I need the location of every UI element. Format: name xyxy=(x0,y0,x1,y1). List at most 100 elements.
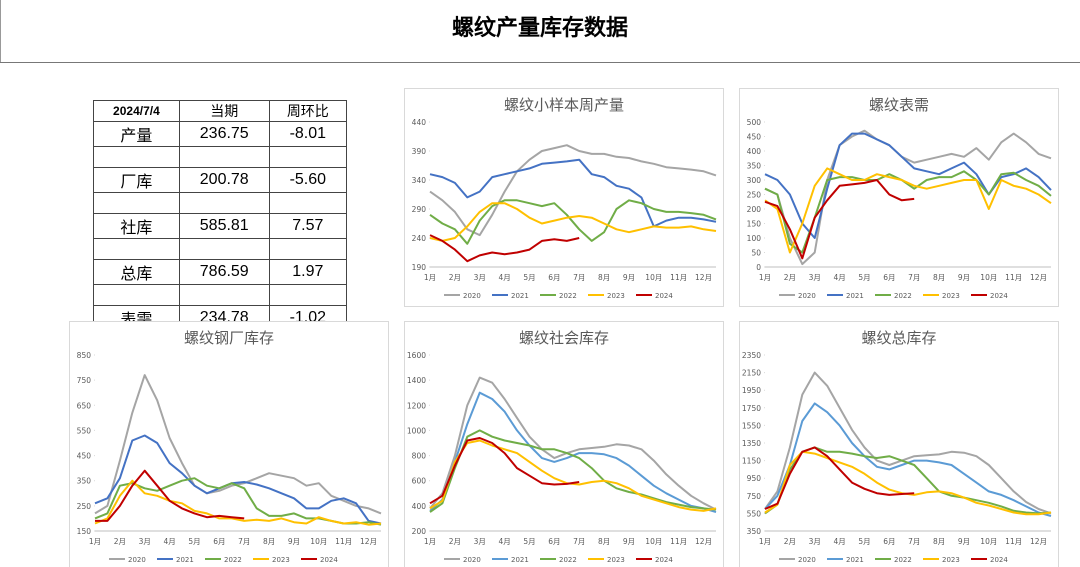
y-tick-label: 2150 xyxy=(742,369,761,378)
y-tick-label: 950 xyxy=(747,474,762,483)
y-tick-label: 0 xyxy=(756,263,761,272)
x-tick-label: 12月 xyxy=(1030,273,1047,282)
y-tick-label: 150 xyxy=(77,527,92,536)
x-tick-label: 8月 xyxy=(598,273,610,282)
cell: 7.57 xyxy=(268,213,348,239)
x-tick-label: 8月 xyxy=(598,537,610,546)
legend-label: 2022 xyxy=(559,292,577,300)
y-tick-label: 200 xyxy=(412,527,427,536)
x-tick-label: 6月 xyxy=(883,273,895,282)
x-tick-label: 4月 xyxy=(163,537,175,546)
cell: 总库 xyxy=(93,259,180,285)
y-tick-label: 250 xyxy=(747,191,762,200)
x-tick-label: 3月 xyxy=(474,273,486,282)
x-tick-label: 4月 xyxy=(498,273,510,282)
y-tick-label: 800 xyxy=(412,452,427,461)
legend-label: 2023 xyxy=(607,556,625,564)
y-tick-label: 350 xyxy=(747,527,762,536)
y-tick-label: 850 xyxy=(77,351,92,360)
x-tick-label: 7月 xyxy=(908,537,920,546)
chart-frame xyxy=(404,88,724,307)
legend-label: 2023 xyxy=(942,292,960,300)
x-tick-label: 1月 xyxy=(424,273,436,282)
series-line xyxy=(429,437,580,505)
border xyxy=(0,0,1,62)
legend-label: 2022 xyxy=(894,556,912,564)
chart-frame xyxy=(69,321,389,567)
x-tick-label: 11月 xyxy=(1005,537,1022,546)
series-line xyxy=(429,199,717,245)
y-tick-label: 500 xyxy=(747,118,762,127)
x-tick-label: 1月 xyxy=(89,537,101,546)
y-tick-label: 750 xyxy=(747,492,762,501)
legend-label: 2021 xyxy=(511,292,529,300)
legend-label: 2022 xyxy=(224,556,242,564)
y-tick-label: 600 xyxy=(412,477,427,486)
x-tick-label: 10月 xyxy=(980,537,997,546)
y-tick-label: 1750 xyxy=(742,404,761,413)
x-tick-label: 3月 xyxy=(809,537,821,546)
x-tick-label: 5月 xyxy=(523,537,535,546)
x-tick-label: 11月 xyxy=(670,273,687,282)
x-tick-label: 2月 xyxy=(114,537,126,546)
x-tick-label: 6月 xyxy=(883,537,895,546)
x-tick-label: 7月 xyxy=(573,273,585,282)
chart-title: 螺纹钢厂库存 xyxy=(184,329,274,347)
series-line xyxy=(95,469,245,522)
chart-title: 螺纹表需 xyxy=(869,96,929,114)
series-line xyxy=(94,479,382,526)
y-tick-label: 200 xyxy=(747,205,762,214)
series-line xyxy=(429,234,580,263)
x-tick-label: 3月 xyxy=(809,273,821,282)
x-tick-label: 6月 xyxy=(548,537,560,546)
y-tick-label: 550 xyxy=(77,426,92,435)
y-tick-label: 1950 xyxy=(742,386,761,395)
y-tick-label: 1600 xyxy=(407,351,426,360)
x-tick-label: 3月 xyxy=(139,537,151,546)
x-tick-label: 2月 xyxy=(449,273,461,282)
legend-label: 2024 xyxy=(990,292,1008,300)
x-tick-label: 7月 xyxy=(238,537,250,546)
x-tick-label: 8月 xyxy=(933,273,945,282)
y-tick-label: 390 xyxy=(412,147,427,156)
legend-label: 2021 xyxy=(846,556,864,564)
x-tick-label: 12月 xyxy=(1030,537,1047,546)
legend-label: 2020 xyxy=(798,556,816,564)
chart-frame xyxy=(404,321,724,567)
x-tick-label: 4月 xyxy=(833,273,845,282)
chart-title: 螺纹总库存 xyxy=(861,329,936,347)
series-line xyxy=(429,144,717,237)
x-tick-label: 9月 xyxy=(623,537,635,546)
series-line xyxy=(94,434,382,525)
table-row: 社库 585.81 7.57 xyxy=(93,213,348,239)
x-tick-label: 9月 xyxy=(958,273,970,282)
y-tick-label: 450 xyxy=(77,452,92,461)
y-tick-label: 650 xyxy=(77,401,92,410)
legend-label: 2020 xyxy=(463,556,481,564)
y-tick-label: 100 xyxy=(747,234,762,243)
y-tick-label: 440 xyxy=(412,118,427,127)
x-tick-label: 4月 xyxy=(833,537,845,546)
cell: 200.78 xyxy=(178,167,270,193)
chart-title: 螺纹社会库存 xyxy=(519,329,609,347)
legend-label: 2021 xyxy=(846,292,864,300)
legend-label: 2024 xyxy=(655,292,673,300)
series-line xyxy=(764,167,1052,254)
y-tick-label: 50 xyxy=(751,249,761,258)
cell: -5.60 xyxy=(268,167,348,193)
y-tick-label: 240 xyxy=(412,234,427,243)
y-tick-label: 450 xyxy=(747,133,762,142)
x-tick-label: 12月 xyxy=(695,273,712,282)
y-tick-label: 190 xyxy=(412,263,427,272)
chart-frame xyxy=(739,88,1059,307)
series-line xyxy=(764,179,915,260)
y-tick-label: 1550 xyxy=(742,421,761,430)
y-tick-label: 1350 xyxy=(742,439,761,448)
x-tick-label: 4月 xyxy=(498,537,510,546)
y-tick-label: 300 xyxy=(747,176,762,185)
series-line xyxy=(764,446,915,510)
y-tick-label: 340 xyxy=(412,176,427,185)
y-tick-label: 290 xyxy=(412,205,427,214)
